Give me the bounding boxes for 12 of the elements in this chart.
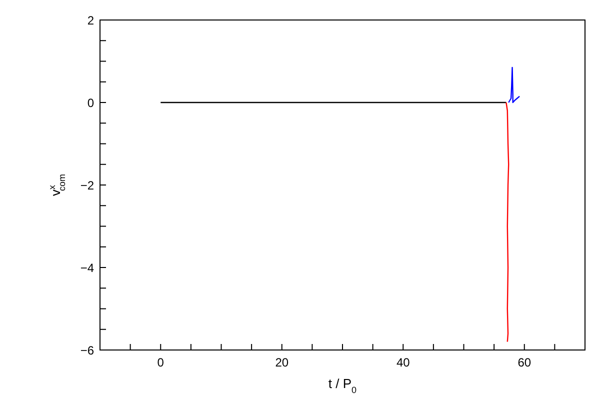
- y-tick-label: 2: [87, 13, 94, 28]
- x-tick-label: 0: [157, 356, 164, 370]
- y-tick-label: −2: [80, 178, 94, 192]
- x-axis-title: t / P$_{0}$: [328, 376, 357, 395]
- line-series: [508, 66, 520, 104]
- y-tick-label: −4: [80, 260, 94, 275]
- line-series: [506, 102, 510, 342]
- y-tick-label: −6: [80, 343, 94, 358]
- x-tick-label: 40: [396, 356, 410, 370]
- x-tick-label: 60: [518, 356, 532, 370]
- x-tick-label: 20: [275, 356, 289, 370]
- y-tick-label: 0: [87, 96, 94, 110]
